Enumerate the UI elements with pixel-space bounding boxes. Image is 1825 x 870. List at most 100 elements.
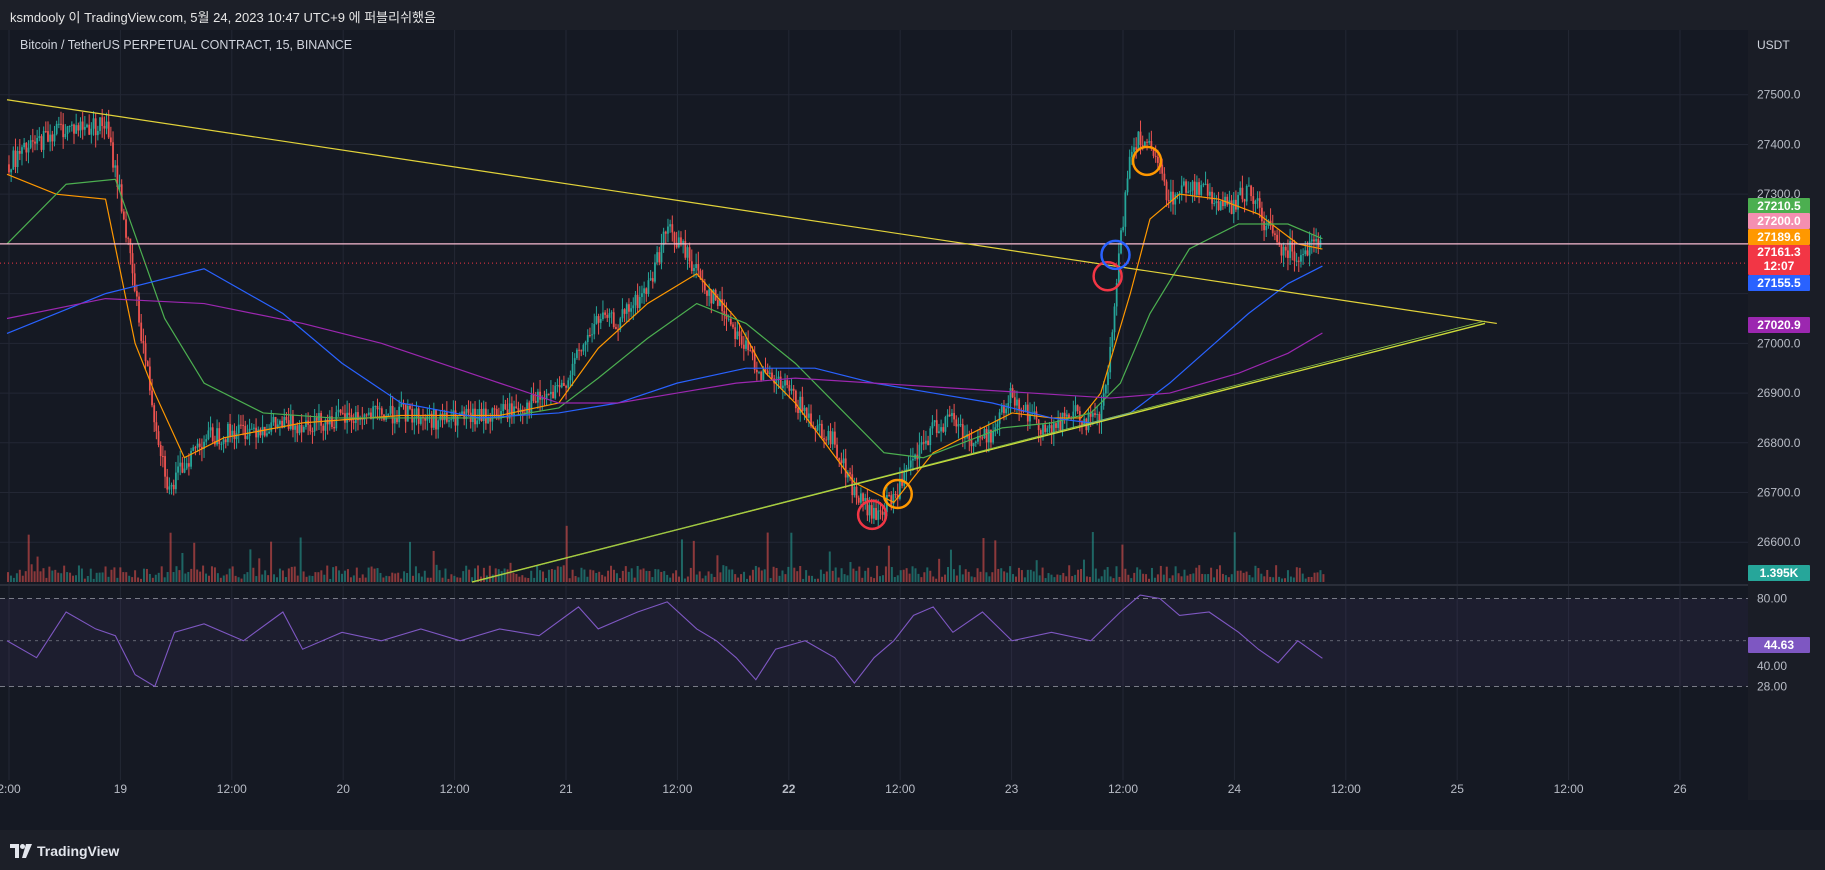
volume-bar <box>426 577 429 582</box>
candle-body <box>259 429 262 436</box>
candle-body <box>1013 397 1016 406</box>
volume-bar <box>1012 574 1015 582</box>
volume-bar <box>148 573 151 582</box>
candle-body <box>788 385 791 391</box>
volume-bar <box>1080 568 1083 582</box>
candle-body <box>1222 201 1224 207</box>
candle-body <box>348 412 351 416</box>
candle-body <box>16 150 19 168</box>
volume-bar <box>101 572 104 582</box>
volume-bar <box>1041 567 1044 582</box>
candle-body <box>578 349 580 351</box>
volume-bar <box>1071 576 1074 582</box>
volume-bar <box>305 576 308 582</box>
candle-body <box>933 420 936 423</box>
candle-body <box>29 140 32 148</box>
candle-body <box>122 211 125 220</box>
candle-body <box>142 340 145 344</box>
volume-bar <box>308 575 311 582</box>
candle-body <box>862 493 864 502</box>
candle-body <box>777 376 780 379</box>
volume-bar <box>604 576 607 582</box>
candle-body <box>786 380 789 386</box>
volume-bar <box>938 558 941 582</box>
candle-body <box>94 118 97 136</box>
volume-bar <box>1062 572 1065 582</box>
chart-area[interactable]: 27500.0 27400.0 27300.0 27000.0 26900.0 26800… <box>0 30 1825 830</box>
candle-body <box>484 408 487 424</box>
candle-body <box>903 471 906 486</box>
candle-body <box>946 414 949 418</box>
candle-body <box>166 476 169 490</box>
candle-body <box>1267 220 1270 226</box>
volume-bar <box>456 577 459 582</box>
candle-body <box>1265 225 1268 231</box>
candle-body <box>417 408 420 424</box>
volume-bar <box>113 567 116 582</box>
volume-bar <box>955 575 958 582</box>
volume-bar <box>748 575 751 582</box>
volume-bar <box>630 568 633 582</box>
candle-body <box>1291 241 1294 252</box>
candle-body <box>255 427 257 438</box>
candle-body <box>656 252 659 263</box>
volume-bar <box>926 567 929 582</box>
volume-bar <box>819 569 822 582</box>
candle-body <box>872 507 875 519</box>
volume-bar <box>778 575 781 582</box>
volume-bar <box>329 578 332 582</box>
volume-bar <box>361 574 364 582</box>
candle-body <box>452 410 455 420</box>
candle-body <box>927 440 929 446</box>
candle-body <box>456 416 459 426</box>
volume-bar <box>367 567 370 582</box>
candle-body <box>116 165 119 187</box>
currency-label: USDT <box>1757 38 1790 52</box>
candle-body <box>628 304 630 312</box>
candle-body <box>768 372 771 374</box>
volume-bar <box>92 578 95 582</box>
volume-bar <box>737 577 740 582</box>
volume-bar <box>237 577 240 582</box>
candle-body <box>680 237 682 245</box>
chart-canvas[interactable]: 27500.0 27400.0 27300.0 27000.0 26900.0 26800… <box>0 30 1825 830</box>
candle-body <box>931 422 934 429</box>
candle-body <box>935 420 938 433</box>
volume-bar <box>1159 565 1162 582</box>
volume-bar <box>1183 569 1186 582</box>
candle-body <box>671 224 674 233</box>
candle-body <box>634 294 637 306</box>
time-tick-7: 22 <box>782 782 796 796</box>
volume-bar <box>7 572 9 582</box>
volume-bar <box>1319 570 1322 582</box>
volume-bar <box>524 577 527 582</box>
volume-bar <box>264 570 267 582</box>
candle-body <box>820 423 823 439</box>
volume-bar <box>740 574 743 582</box>
volume-bar <box>855 570 858 582</box>
volume-bar <box>234 575 237 582</box>
candle-body <box>1304 250 1307 255</box>
candle-body <box>753 353 756 370</box>
volume-bar <box>1165 566 1168 582</box>
candle-body <box>591 334 593 336</box>
candle-body <box>443 412 446 421</box>
candle-body <box>363 414 366 420</box>
volume-bar <box>751 569 754 582</box>
volume-bar <box>831 570 834 582</box>
volume-bar <box>967 571 970 582</box>
volume-bar <box>1177 573 1180 582</box>
candle-body <box>825 439 828 441</box>
volume-bar <box>299 537 302 582</box>
price-axis-background <box>1748 30 1825 800</box>
tradingview-logo[interactable]: TradingView <box>10 843 119 859</box>
candle-body <box>1152 148 1155 156</box>
candle-body <box>1284 246 1287 251</box>
candle-body <box>476 420 479 425</box>
candle-body <box>14 150 17 168</box>
candle-body <box>940 427 942 432</box>
candle-body <box>868 505 871 516</box>
volume-bar <box>802 578 805 582</box>
volume-bar <box>1283 578 1286 582</box>
candle-body <box>695 264 698 269</box>
